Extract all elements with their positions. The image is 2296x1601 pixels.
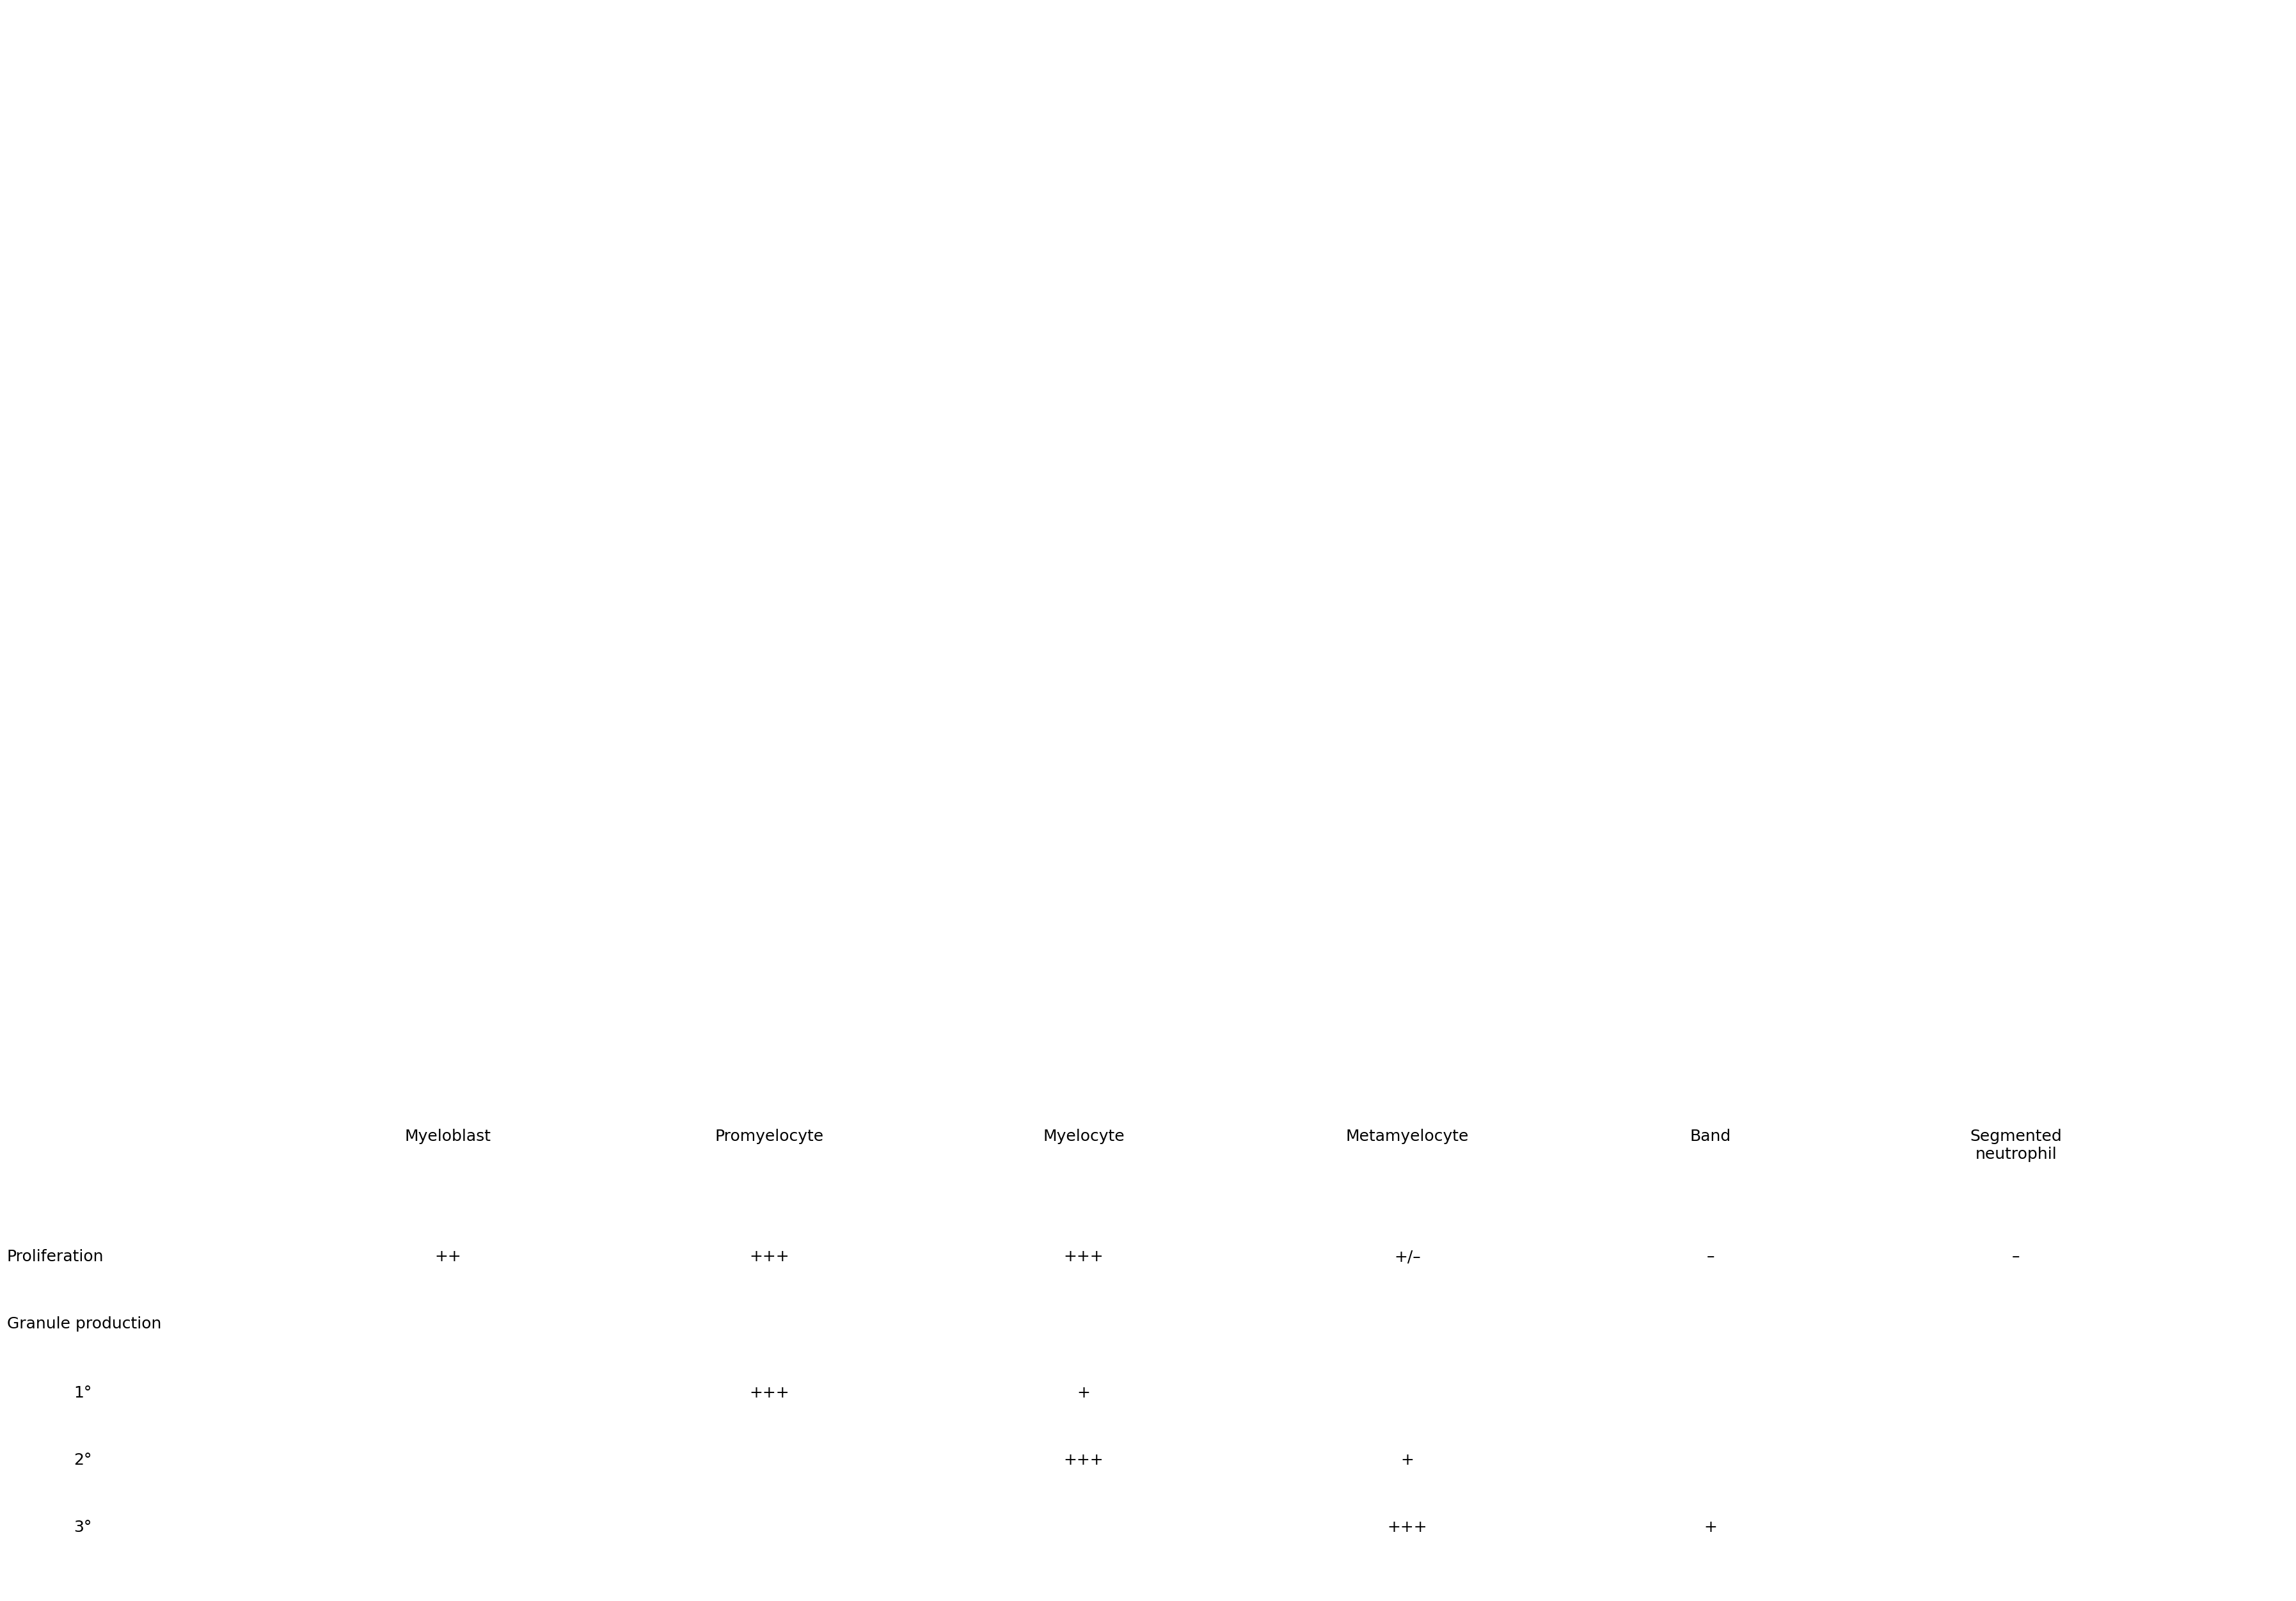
Text: ++: ++ xyxy=(434,1249,461,1265)
Text: 1°: 1° xyxy=(73,1385,92,1401)
Text: Granule production: Granule production xyxy=(7,1316,161,1332)
Text: –: – xyxy=(1706,1249,1715,1265)
Text: +: + xyxy=(1077,1385,1091,1401)
Text: Proliferation: Proliferation xyxy=(7,1249,103,1265)
Text: +++: +++ xyxy=(1063,1249,1104,1265)
Text: +++: +++ xyxy=(748,1385,790,1401)
Text: 3°: 3° xyxy=(73,1519,92,1535)
Text: 2°: 2° xyxy=(73,1452,92,1468)
Text: +: + xyxy=(1401,1452,1414,1468)
Text: +: + xyxy=(1704,1519,1717,1535)
Text: +/–: +/– xyxy=(1394,1249,1421,1265)
Text: +++: +++ xyxy=(748,1249,790,1265)
Text: Metamyelocyte: Metamyelocyte xyxy=(1345,1129,1469,1145)
Text: –: – xyxy=(2011,1249,2020,1265)
Text: Myelocyte: Myelocyte xyxy=(1042,1129,1125,1145)
Text: Myeloblast: Myeloblast xyxy=(404,1129,491,1145)
Text: Band: Band xyxy=(1690,1129,1731,1145)
Text: +++: +++ xyxy=(1387,1519,1428,1535)
Text: Promyelocyte: Promyelocyte xyxy=(714,1129,824,1145)
Text: Segmented
neutrophil: Segmented neutrophil xyxy=(1970,1129,2062,1162)
Text: +++: +++ xyxy=(1063,1452,1104,1468)
